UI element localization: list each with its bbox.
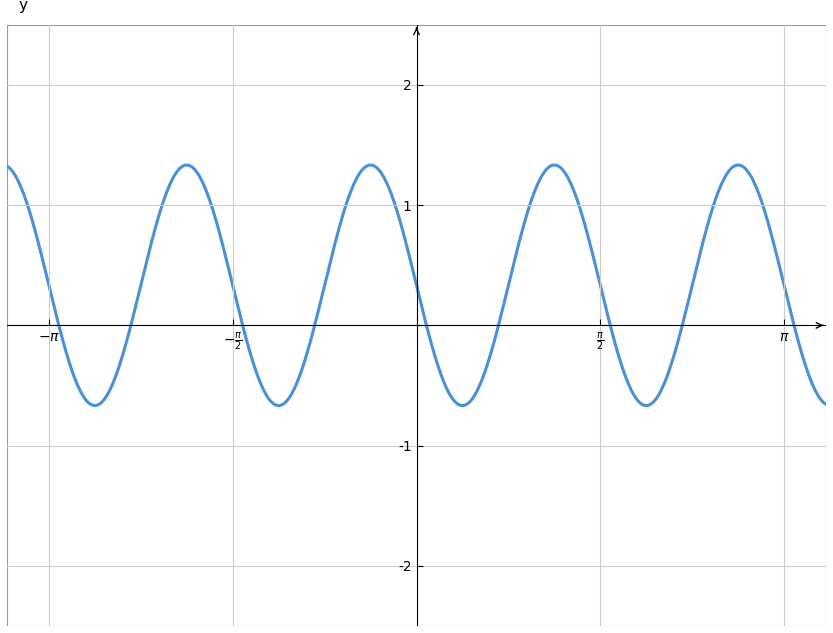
Y-axis label: y: y (19, 0, 27, 13)
